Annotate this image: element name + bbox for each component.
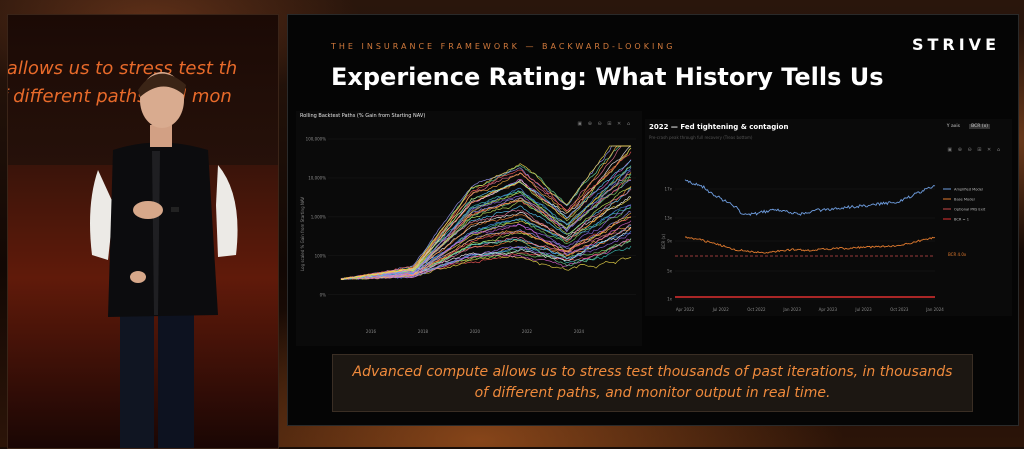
legend-label[interactable]: Optional PRS Exit	[954, 207, 986, 211]
left-x-tick: 2020	[470, 329, 481, 334]
backtest-path-line	[340, 145, 631, 281]
threshold-label: BCR 4.0x	[948, 252, 967, 257]
legend-label[interactable]: Amplified Model	[954, 187, 983, 191]
backtest-path-line	[340, 213, 632, 280]
left-y-tick: 100,000%	[306, 137, 327, 142]
amplified-model-line	[684, 179, 936, 216]
base-model-line	[685, 236, 936, 254]
right-y-tick: 17x	[665, 187, 673, 192]
right-x-tick: Apr 2022	[676, 307, 695, 312]
legend-label[interactable]: BCR = 1	[954, 217, 969, 221]
stage-screen-line-1: e allows us to stress test th	[7, 58, 238, 79]
backtest-path-line	[340, 207, 632, 280]
right-x-tick: Oct 2022	[747, 307, 766, 312]
right-x-tick: Jul 2023	[854, 307, 872, 312]
caption-text: Advanced compute allows us to stress tes…	[352, 364, 953, 401]
slide-title: Experience Rating: What History Tells Us	[331, 63, 884, 91]
backtest-path-line	[340, 220, 632, 280]
left-y-tick: 100%	[315, 253, 327, 258]
right-x-tick: Oct 2023	[890, 307, 909, 312]
left-chart-ylabel: Log scaled % Gain from Starting NAV	[300, 197, 305, 271]
left-x-tick: 2022	[522, 329, 533, 334]
right-y-tick: 5x	[667, 269, 673, 274]
right-x-tick: Jul 2022	[712, 307, 730, 312]
caption-box: Advanced compute allows us to stress tes…	[332, 354, 973, 412]
left-y-tick: 1,000%	[311, 214, 326, 219]
right-chart-toolbar[interactable]: ▣ ⊕ ⊖ ⊞ ✕ ⌂	[947, 147, 1002, 153]
backtest-path-line	[340, 170, 632, 280]
left-chart-toolbar[interactable]: ▣ ⊕ ⊖ ⊞ ✕ ⌂	[577, 121, 632, 127]
right-y-tick: 1x	[667, 297, 673, 302]
speaker-video-panel: e allows us to stress test th of differe…	[7, 14, 279, 449]
backtest-path-line	[340, 238, 632, 280]
backtest-path-line	[340, 206, 632, 280]
slide-kicker: THE INSURANCE FRAMEWORK — BACKWARD-LOOKI…	[331, 42, 676, 51]
backtest-path-line	[340, 147, 632, 280]
left-x-tick: 2016	[366, 329, 377, 334]
left-x-tick: 2024	[574, 329, 585, 334]
backtest-path-line	[340, 204, 632, 280]
backtest-path-line	[340, 151, 632, 280]
left-y-tick: 10,000%	[308, 175, 326, 180]
right-y-tick: 9x	[667, 239, 673, 244]
y-axis-scale-option[interactable]: Y axis	[946, 124, 960, 129]
bcr-scale-option[interactable]: BCR (x)	[969, 124, 990, 129]
right-chart-ylabel: BCR (x)	[661, 234, 666, 249]
backtest-path-line	[340, 204, 632, 280]
right-y-tick: 13x	[665, 216, 673, 221]
fed-tightening-chart: 2022 — Fed tightening & contagion Pre-cr…	[645, 119, 1012, 316]
legend-label[interactable]: Base Model	[954, 197, 975, 201]
strive-logo: STRIVE	[911, 35, 1000, 54]
right-x-tick: Apr 2023	[819, 307, 838, 312]
right-chart-title: 2022 — Fed tightening & contagion	[649, 123, 789, 131]
right-chart-subtitle: Pre-crash peak through full recovery (Tr…	[649, 135, 753, 140]
left-chart-plot: Log scaled % Gain from Starting NAV 100,…	[300, 137, 636, 334]
backtest-path-line	[340, 167, 632, 280]
right-x-tick: Jan 2023	[782, 307, 801, 312]
right-chart-plot: BCR (x) 17x 13x 9x 5x 1x Apr 2022 Jul 2022 Oct…	[661, 179, 986, 312]
speaker-figure	[90, 72, 238, 448]
left-x-tick: 2018	[418, 329, 429, 334]
backtest-path-line	[340, 145, 631, 280]
right-x-tick: Jan 2024	[925, 307, 944, 312]
left-y-tick: 0%	[320, 292, 327, 297]
rolling-backtest-chart: Rolling Backtest Paths (% Gain from Star…	[296, 111, 642, 346]
presentation-slide: THE INSURANCE FRAMEWORK — BACKWARD-LOOKI…	[287, 14, 1019, 426]
left-chart-title: Rolling Backtest Paths (% Gain from Star…	[300, 113, 426, 119]
